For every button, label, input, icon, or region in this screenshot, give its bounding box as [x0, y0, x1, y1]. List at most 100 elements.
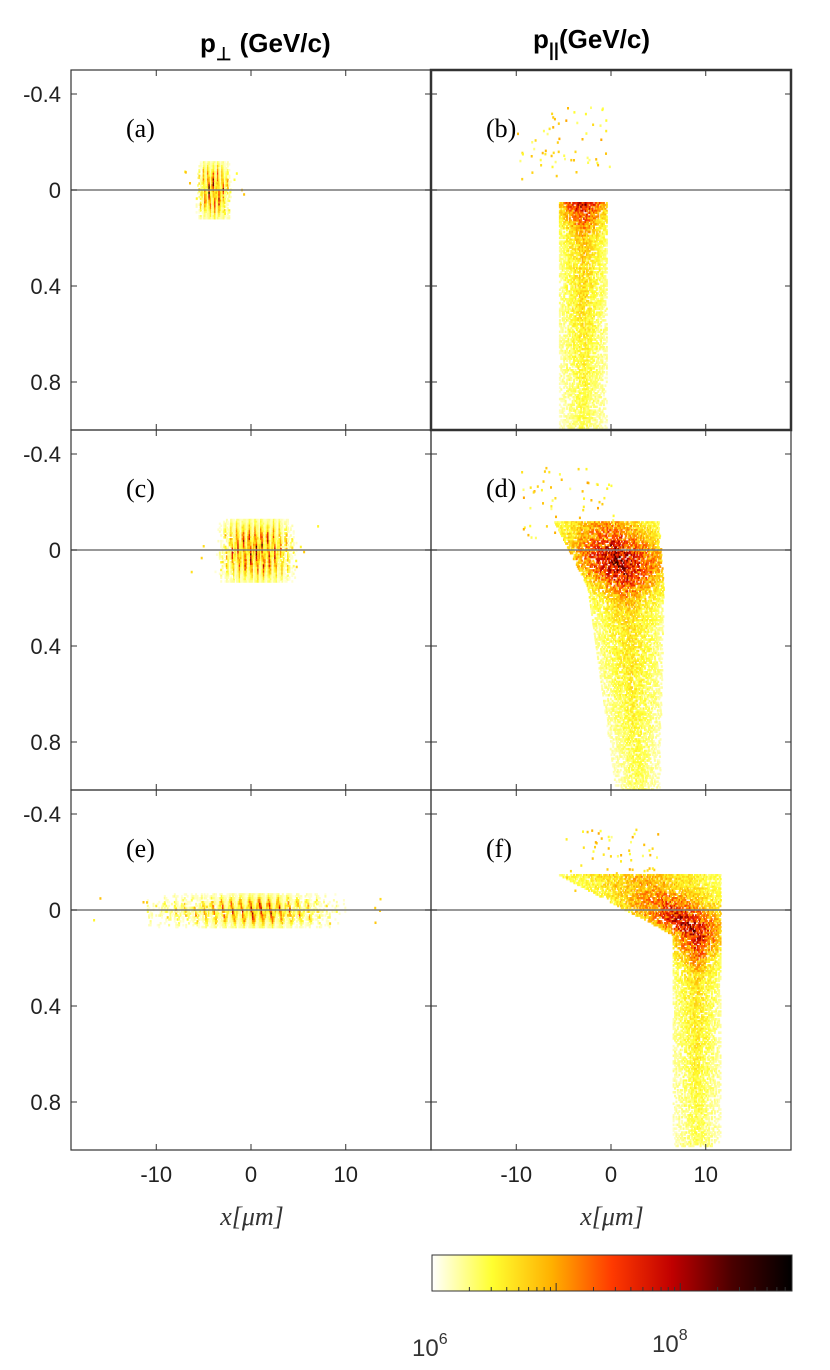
heatmap-cell — [593, 217, 596, 220]
heatmap-cell — [264, 564, 267, 568]
heatmap-cell — [260, 528, 263, 531]
heatmap-cell — [218, 207, 221, 210]
heatmap-cell — [275, 524, 278, 528]
heatmap-cell — [588, 340, 591, 343]
heatmap-cell — [593, 422, 596, 426]
heatmap-cell — [566, 261, 569, 265]
heatmap-cell — [224, 215, 227, 218]
heatmap-cell — [602, 349, 605, 353]
heatmap-cell — [573, 371, 576, 374]
heatmap-cell — [244, 578, 247, 581]
heatmap-cell — [563, 234, 566, 238]
heatmap-cell — [568, 374, 571, 378]
heatmap-cell — [260, 547, 263, 551]
heatmap-cell — [580, 342, 583, 345]
heatmap-cell — [583, 390, 586, 393]
heatmap-cell — [591, 301, 594, 305]
heatmap-cell — [590, 380, 593, 384]
heatmap-cell — [594, 217, 597, 220]
heatmap-cell — [578, 244, 581, 247]
heatmap-cell — [571, 269, 574, 272]
heatmap-cell — [602, 353, 605, 357]
heatmap-cell — [222, 210, 225, 213]
heatmap-cell — [561, 269, 564, 272]
heatmap-cell — [560, 271, 563, 274]
heatmap-cell — [580, 311, 583, 314]
heatmap-cell — [587, 211, 590, 215]
heatmap-cell — [581, 388, 584, 391]
heatmap-cell — [563, 426, 566, 430]
heatmap-cell — [281, 536, 284, 539]
heatmap-cell — [257, 559, 260, 562]
heatmap-cell — [561, 419, 564, 422]
heatmap-cell — [250, 536, 253, 539]
heatmap-cell — [598, 255, 601, 259]
heatmap-cell — [248, 524, 251, 528]
heatmap-cell — [218, 199, 221, 203]
heatmap-cell — [571, 323, 574, 326]
heatmap-cell — [570, 403, 573, 407]
heatmap-cell — [585, 309, 588, 313]
heatmap-cell — [584, 238, 587, 242]
heatmap-cell — [575, 209, 578, 213]
heatmap-cell — [272, 539, 275, 543]
heatmap-cell — [575, 282, 578, 286]
heatmap-cell — [221, 207, 224, 210]
heatmap-cell — [608, 165, 611, 169]
heatmap-cell — [250, 543, 253, 547]
heatmap-cell — [591, 273, 594, 276]
heatmap-cell — [568, 296, 571, 299]
heatmap-cell — [242, 528, 245, 531]
heatmap-cell — [566, 275, 569, 278]
heatmap-cell — [566, 292, 569, 295]
heatmap-cell — [560, 225, 563, 228]
heatmap-cell — [285, 549, 288, 553]
heatmap-cell — [205, 193, 208, 197]
heatmap-cell — [271, 564, 274, 568]
heatmap-cell — [600, 207, 603, 211]
heatmap-cell — [201, 199, 204, 203]
heatmap-cell — [228, 176, 231, 180]
heatmap-cell — [604, 248, 607, 251]
heatmap-cell — [567, 209, 570, 213]
heatmap-cell — [580, 323, 583, 326]
heatmap-cell — [269, 568, 272, 572]
heatmap-cell — [588, 280, 591, 284]
heatmap-cell — [226, 161, 229, 164]
heatmap-cell — [563, 363, 566, 366]
heatmap-cell — [223, 530, 226, 533]
heatmap-cell — [209, 184, 212, 187]
heatmap-cell — [601, 271, 604, 274]
heatmap-cell — [587, 299, 590, 303]
heatmap-cell — [578, 203, 581, 207]
heatmap-cell — [189, 182, 192, 185]
heatmap-cell — [573, 359, 576, 362]
heatmap-cell — [244, 539, 247, 543]
heatmap-cell — [208, 178, 211, 182]
heatmap-cell — [571, 223, 574, 226]
panel-frame — [429, 68, 793, 432]
heatmap-cell — [566, 207, 569, 211]
heatmap-cell — [241, 520, 244, 524]
heatmap-cell — [580, 324, 583, 328]
heatmap-cell — [228, 180, 231, 183]
heatmap-cell — [258, 578, 261, 581]
heatmap-cell — [593, 374, 596, 378]
heatmap-cell — [605, 367, 608, 370]
heatmap-cell — [287, 526, 290, 530]
heatmap-cell — [578, 376, 581, 380]
heatmap-cell — [597, 330, 600, 334]
heatmap-cell — [568, 334, 571, 338]
heatmap-cell — [597, 246, 600, 249]
heatmap-cell — [604, 213, 607, 217]
heatmap-cell — [588, 351, 591, 355]
heatmap-cell — [218, 572, 221, 576]
heatmap-cell — [601, 211, 604, 215]
heatmap-cell — [277, 538, 280, 541]
heatmap-cell — [260, 532, 263, 535]
heatmap-cell — [585, 236, 588, 240]
heatmap-cell — [604, 267, 607, 270]
heatmap-cell — [275, 547, 278, 551]
heatmap-cell — [225, 193, 228, 197]
heatmap-cell — [260, 551, 263, 554]
